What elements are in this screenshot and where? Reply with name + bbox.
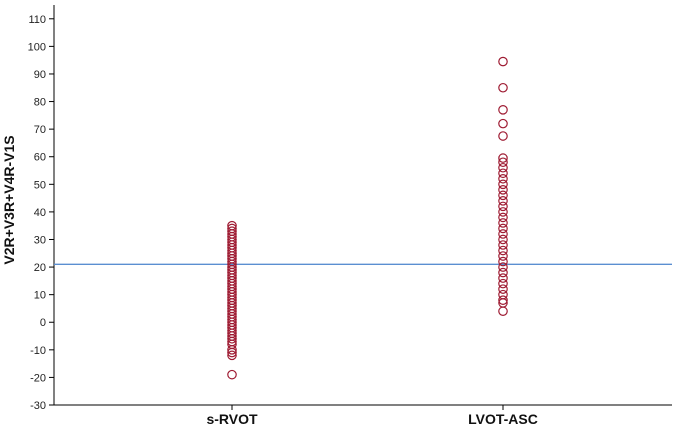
data-point bbox=[498, 185, 508, 195]
data-point bbox=[498, 207, 508, 217]
x-category-label: s-RVOT bbox=[206, 411, 258, 426]
data-point bbox=[227, 333, 237, 344]
data-point bbox=[498, 190, 508, 201]
y-tick-label: 50 bbox=[34, 179, 46, 191]
data-point bbox=[498, 212, 508, 223]
y-tick-label: 80 bbox=[34, 97, 46, 109]
data-point bbox=[498, 223, 508, 234]
data-point bbox=[498, 105, 508, 115]
data-point bbox=[498, 157, 508, 168]
data-point bbox=[498, 284, 508, 294]
plot-area: -30 -20 -10 0 10 20 30 40 50 60 70 80 90 100 110 s-RVOT… bbox=[28, 5, 672, 426]
data-point bbox=[498, 295, 508, 305]
y-tick-label: 10 bbox=[34, 290, 46, 302]
data-point bbox=[498, 229, 508, 239]
data-point bbox=[227, 350, 237, 361]
data-point bbox=[498, 118, 508, 129]
data-point bbox=[227, 345, 237, 355]
y-tick-label: 0 bbox=[40, 317, 46, 329]
y-tick-label: 110 bbox=[28, 14, 46, 26]
data-point bbox=[498, 201, 508, 212]
y-tick-label: 60 bbox=[34, 152, 46, 164]
data-point bbox=[498, 245, 508, 256]
y-tick-label: 30 bbox=[34, 234, 46, 246]
data-point bbox=[498, 218, 508, 228]
data-point bbox=[498, 153, 508, 163]
data-point bbox=[498, 131, 508, 141]
data-point bbox=[498, 179, 508, 190]
data-point bbox=[498, 251, 508, 261]
y-tick-label: 90 bbox=[34, 69, 46, 81]
data-point bbox=[498, 196, 508, 206]
data-point bbox=[498, 278, 508, 289]
data-point bbox=[498, 173, 508, 184]
data-point bbox=[498, 273, 508, 283]
y-tick-label: 70 bbox=[34, 124, 46, 136]
data-point bbox=[498, 82, 508, 93]
y-tick-label: -20 bbox=[30, 372, 46, 384]
data-point bbox=[498, 256, 508, 267]
y-tick-label: 40 bbox=[34, 207, 46, 219]
y-tick-label: -10 bbox=[30, 345, 46, 357]
data-point bbox=[227, 369, 237, 380]
data-point bbox=[498, 267, 508, 278]
data-point bbox=[227, 347, 237, 358]
data-point bbox=[498, 234, 508, 245]
data-point bbox=[498, 162, 508, 173]
data-point bbox=[498, 168, 508, 179]
data-point bbox=[498, 56, 508, 67]
data-point bbox=[498, 262, 508, 272]
y-tick-label: -30 bbox=[30, 400, 46, 412]
y-tick-label: 20 bbox=[34, 262, 46, 274]
data-point bbox=[498, 306, 508, 317]
y-tick-label: 100 bbox=[28, 41, 46, 53]
y-axis-title: V2R+V3R+V4R-V1S bbox=[1, 135, 17, 264]
x-category-label: LVOT-ASC bbox=[468, 411, 538, 426]
data-point bbox=[498, 240, 508, 250]
